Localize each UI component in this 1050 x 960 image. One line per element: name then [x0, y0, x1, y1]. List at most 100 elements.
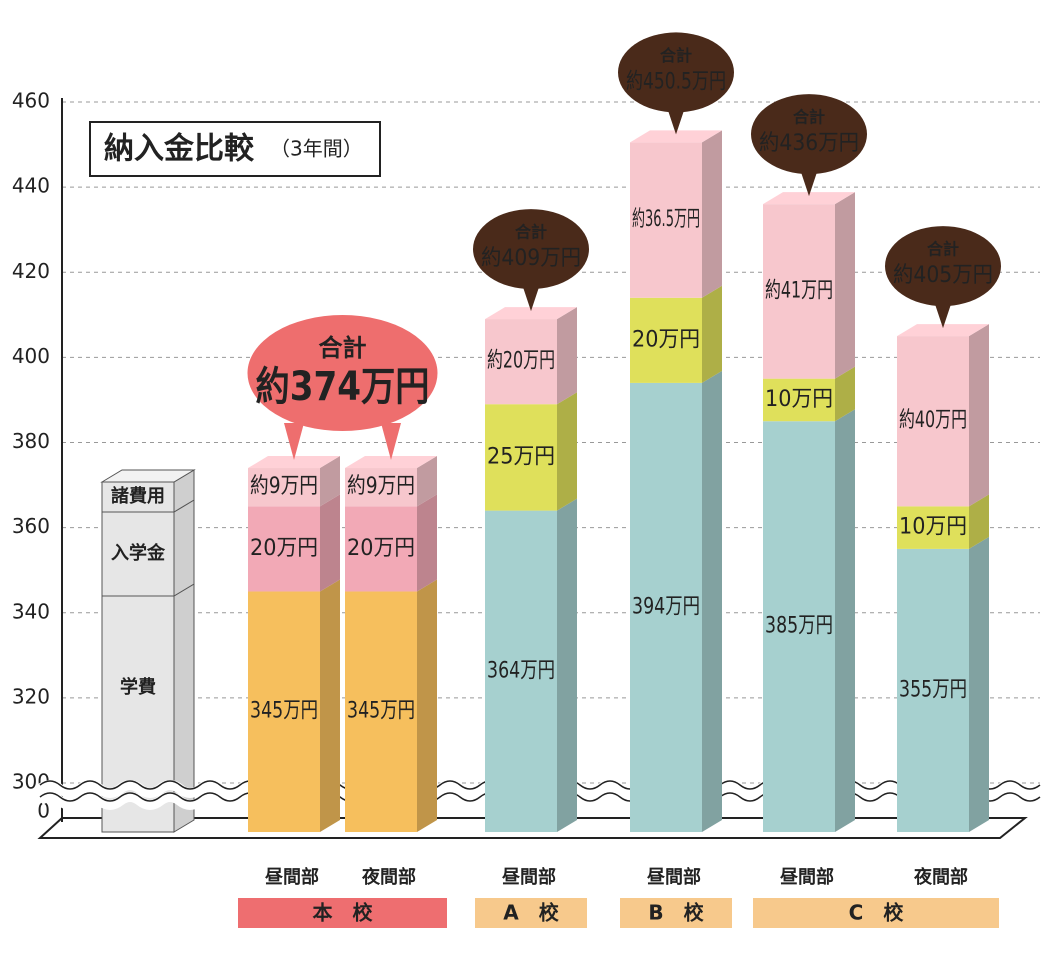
bar-side — [702, 370, 722, 832]
bar-top — [485, 307, 577, 320]
total-label: 約374万円 — [256, 364, 430, 410]
data-label: 394万円 — [632, 594, 700, 619]
total-bubble — [751, 94, 867, 175]
legend-label: 諸費用 — [111, 485, 165, 507]
legend-top — [100, 469, 196, 483]
data-label: 20万円 — [632, 327, 700, 352]
total-label: 約409万円 — [481, 246, 581, 271]
bubble-pointer — [284, 423, 304, 461]
y-tick-label: 460 — [12, 89, 50, 113]
bar-segment — [630, 382, 702, 832]
legend-side — [173, 499, 195, 597]
bar-side — [702, 285, 722, 383]
y-tick-label: 360 — [12, 514, 50, 538]
data-label: 約36.5万円 — [632, 207, 700, 232]
total-caption: 合計 — [515, 223, 547, 242]
bar-segment — [763, 378, 835, 422]
bar-side — [557, 307, 577, 405]
bar-side — [320, 494, 340, 592]
group-band — [753, 898, 999, 928]
y-tick-label: 0 — [37, 799, 50, 823]
bar-top — [345, 456, 437, 469]
bar-segment — [630, 297, 702, 383]
bar-segment — [897, 336, 969, 507]
y-tick-label: 320 — [12, 684, 50, 708]
bar-top — [630, 130, 722, 143]
bar-segment — [485, 510, 557, 832]
group-band — [238, 898, 447, 928]
group-label: C 校 — [849, 901, 905, 925]
data-label: 364万円 — [487, 658, 555, 683]
bar-side — [417, 456, 437, 507]
bar-segment — [345, 506, 417, 592]
x-tick-label: 夜間部 — [361, 866, 416, 888]
bar-side — [417, 494, 437, 592]
data-label: 約40万円 — [899, 408, 967, 433]
chart-subtitle: （3年間） — [270, 137, 363, 161]
x-tick-label: 昼間部 — [265, 866, 319, 888]
bar-side — [835, 192, 855, 379]
data-label: 10万円 — [899, 515, 967, 540]
bar-top — [897, 324, 989, 337]
y-tick-label: 340 — [12, 599, 50, 623]
bar-segment — [763, 421, 835, 832]
total-caption: 合計 — [319, 334, 367, 362]
data-label: 約41万円 — [765, 278, 833, 303]
legend-label: 入学金 — [111, 542, 166, 564]
bar-side — [835, 366, 855, 422]
y-tick-label: 420 — [12, 259, 50, 283]
title-box — [89, 121, 381, 177]
bar-side — [557, 392, 577, 511]
data-label: 約9万円 — [347, 474, 415, 499]
bar-top — [763, 192, 855, 205]
data-label: 約20万円 — [487, 349, 555, 374]
total-caption: 合計 — [793, 108, 825, 127]
bar-side — [969, 324, 989, 507]
x-tick-label: 昼間部 — [780, 866, 834, 888]
group-label: A 校 — [503, 901, 559, 925]
bar-side — [320, 579, 340, 832]
bar-side — [969, 536, 989, 832]
data-label: 345万円 — [347, 699, 415, 724]
total-label: 約405万円 — [893, 263, 993, 288]
bar-side — [417, 579, 437, 832]
x-tick-label: 昼間部 — [502, 866, 556, 888]
bubble-pointer — [381, 423, 401, 461]
y-tick-label: 400 — [12, 344, 50, 368]
data-label: 10万円 — [765, 387, 833, 412]
total-bubble — [473, 209, 589, 290]
data-label: 345万円 — [250, 699, 318, 724]
bar-segment — [248, 591, 320, 832]
group-band — [620, 898, 732, 928]
legend-label: 学費 — [120, 676, 156, 698]
group-label: 本 校 — [313, 901, 374, 925]
bar-side — [702, 130, 722, 298]
y-tick-label: 380 — [12, 429, 50, 453]
chart-title: 納入金比較 — [104, 132, 255, 167]
bar-segment — [897, 548, 969, 832]
bar-segment — [248, 468, 320, 507]
total-label: 約450.5万円 — [626, 69, 726, 94]
bar-segment — [485, 404, 557, 511]
bar-top — [248, 456, 340, 469]
x-tick-label: 昼間部 — [647, 866, 701, 888]
total-caption: 合計 — [660, 46, 692, 65]
data-label: 25万円 — [487, 444, 555, 469]
bar-side — [557, 498, 577, 832]
y-tick-label: 440 — [12, 174, 50, 198]
bar-side — [320, 456, 340, 507]
bar-segment — [485, 319, 557, 405]
bar-segment — [897, 506, 969, 549]
bar-segment — [345, 591, 417, 832]
total-bubble — [247, 315, 438, 432]
data-label: 約9万円 — [250, 474, 318, 499]
bar-segment — [345, 468, 417, 507]
bar-segment — [763, 204, 835, 379]
data-label: 20万円 — [250, 536, 318, 561]
data-label: 355万円 — [899, 677, 967, 702]
bar-side — [969, 494, 989, 549]
total-label: 約436万円 — [759, 131, 859, 156]
data-label: 385万円 — [765, 614, 833, 639]
total-bubble — [618, 32, 734, 113]
